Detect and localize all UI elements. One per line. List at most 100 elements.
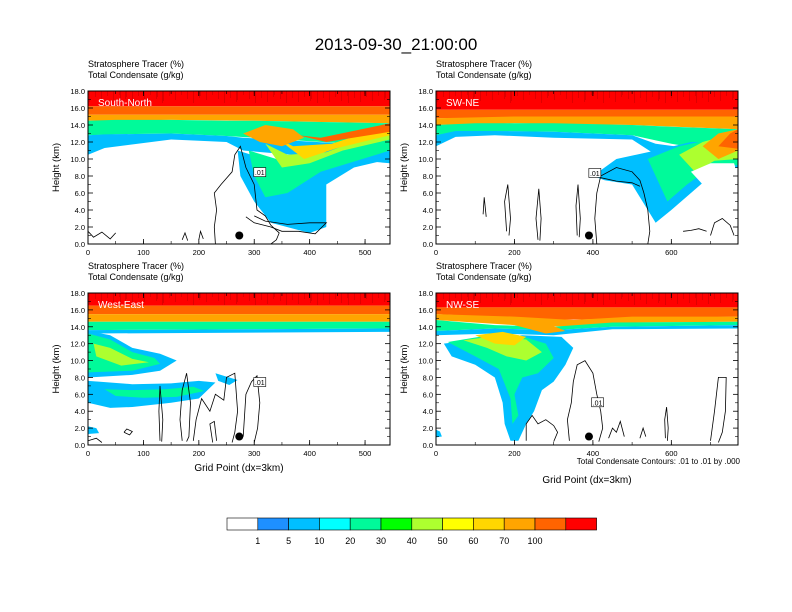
top-stripe: [323, 293, 324, 300]
y-tick-label: 14.0: [70, 121, 85, 130]
tracer-band: [436, 91, 738, 110]
top-stripe: [584, 293, 585, 304]
y-tick-label: 18.0: [70, 289, 85, 298]
top-stripe: [659, 293, 660, 301]
top-stripes: [436, 91, 734, 103]
top-stripe: [310, 91, 311, 101]
top-stripe: [120, 91, 121, 102]
tracer-region: [298, 123, 390, 142]
y-tick-label: 4.0: [423, 407, 433, 416]
top-stripe: [224, 91, 225, 103]
contour-label: .01: [593, 400, 603, 407]
top-stripe: [696, 91, 697, 103]
top-stripe: [467, 91, 468, 95]
condensate-contour: [88, 231, 116, 240]
top-stripe: [529, 293, 530, 297]
top-stripe: [437, 293, 438, 304]
tracer-band: [88, 119, 390, 147]
top-stripe: [566, 91, 567, 99]
x-tick-label: 400: [587, 449, 600, 458]
top-stripe: [505, 91, 506, 97]
panel-3: Stratosphere Tracer (%)Total Condensate …: [51, 261, 391, 474]
tracer-band: [88, 328, 390, 334]
top-stripe: [243, 293, 244, 297]
top-stripe: [200, 293, 201, 298]
top-stripe: [372, 91, 373, 101]
tracer-band: [436, 293, 738, 308]
top-stripe: [523, 91, 524, 100]
top-stripe: [150, 293, 151, 297]
top-stripe: [200, 91, 201, 96]
top-stripe: [132, 91, 133, 101]
condensate-contour: [88, 437, 103, 443]
tracer-band: [436, 325, 738, 336]
tracer-region: [104, 386, 205, 398]
top-stripe: [523, 293, 524, 302]
top-stripe: [473, 91, 474, 99]
legend-swatch: [473, 517, 505, 531]
top-stripe: [119, 293, 120, 297]
legend-swatch: [288, 517, 320, 531]
tracer-region: [463, 336, 542, 361]
condensate-contour: [123, 428, 133, 436]
y-axis-label: Height (km): [399, 344, 410, 393]
panels: Stratosphere Tracer (%)Total Condensate …: [51, 59, 739, 486]
top-stripe: [455, 293, 456, 298]
top-stripe: [683, 293, 684, 299]
top-stripe: [689, 293, 690, 303]
legend-label: 50: [438, 536, 448, 546]
top-stripe: [162, 293, 163, 305]
panel-label: South-North: [98, 98, 152, 109]
y-tick-label: 0.0: [75, 240, 85, 249]
top-stripe: [622, 91, 623, 95]
top-stripe: [304, 91, 305, 97]
top-stripe: [243, 91, 244, 95]
top-stripe: [511, 293, 512, 303]
top-stripe: [126, 91, 127, 97]
y-tick-label: 0.0: [423, 441, 433, 450]
x-axis-label: Grid Point (dx=3km): [542, 475, 631, 486]
top-stripe: [634, 293, 635, 305]
top-stripe: [175, 293, 176, 302]
panel-1: Stratosphere Tracer (%)Total Condensate …: [51, 59, 391, 257]
top-stripe: [652, 91, 653, 97]
top-stripe: [708, 91, 709, 102]
condensate-contour: [245, 215, 328, 235]
y-tick-label: 2.0: [75, 424, 85, 433]
top-stripe: [169, 293, 170, 298]
tracer-band: [88, 106, 390, 115]
top-stripe: [461, 293, 462, 302]
top-stripe: [554, 293, 555, 302]
top-stripe: [156, 91, 157, 99]
top-stripe: [535, 293, 536, 301]
y-tick-label: 18.0: [418, 289, 433, 298]
top-stripe: [498, 293, 499, 297]
top-stripe: [695, 293, 696, 298]
top-stripe: [510, 91, 511, 103]
top-stripe: [181, 91, 182, 95]
tracer-region: [436, 429, 442, 438]
y-tick-label: 14.0: [418, 121, 433, 130]
top-stripe: [547, 293, 548, 300]
condensate-contour: [535, 188, 542, 241]
legend-label: 30: [376, 536, 386, 546]
top-stripe: [310, 293, 311, 303]
top-stripe: [267, 293, 268, 304]
y-tick-label: 8.0: [75, 373, 85, 382]
tracer-region: [475, 331, 527, 346]
y-tick-label: 0.0: [423, 240, 433, 249]
top-stripe: [89, 293, 90, 304]
top-stripe: [468, 91, 469, 102]
top-stripe: [658, 293, 659, 303]
legend-label: 70: [499, 536, 509, 546]
condensate-contour: [209, 420, 217, 443]
top-stripe: [511, 91, 512, 101]
top-stripe: [449, 293, 450, 303]
top-stripe: [677, 91, 678, 102]
top-stripe: [335, 293, 336, 299]
top-stripe: [292, 91, 293, 98]
condensate-contour: [639, 426, 647, 439]
y-tick-label: 14.0: [418, 323, 433, 332]
top-stripe: [584, 91, 585, 102]
